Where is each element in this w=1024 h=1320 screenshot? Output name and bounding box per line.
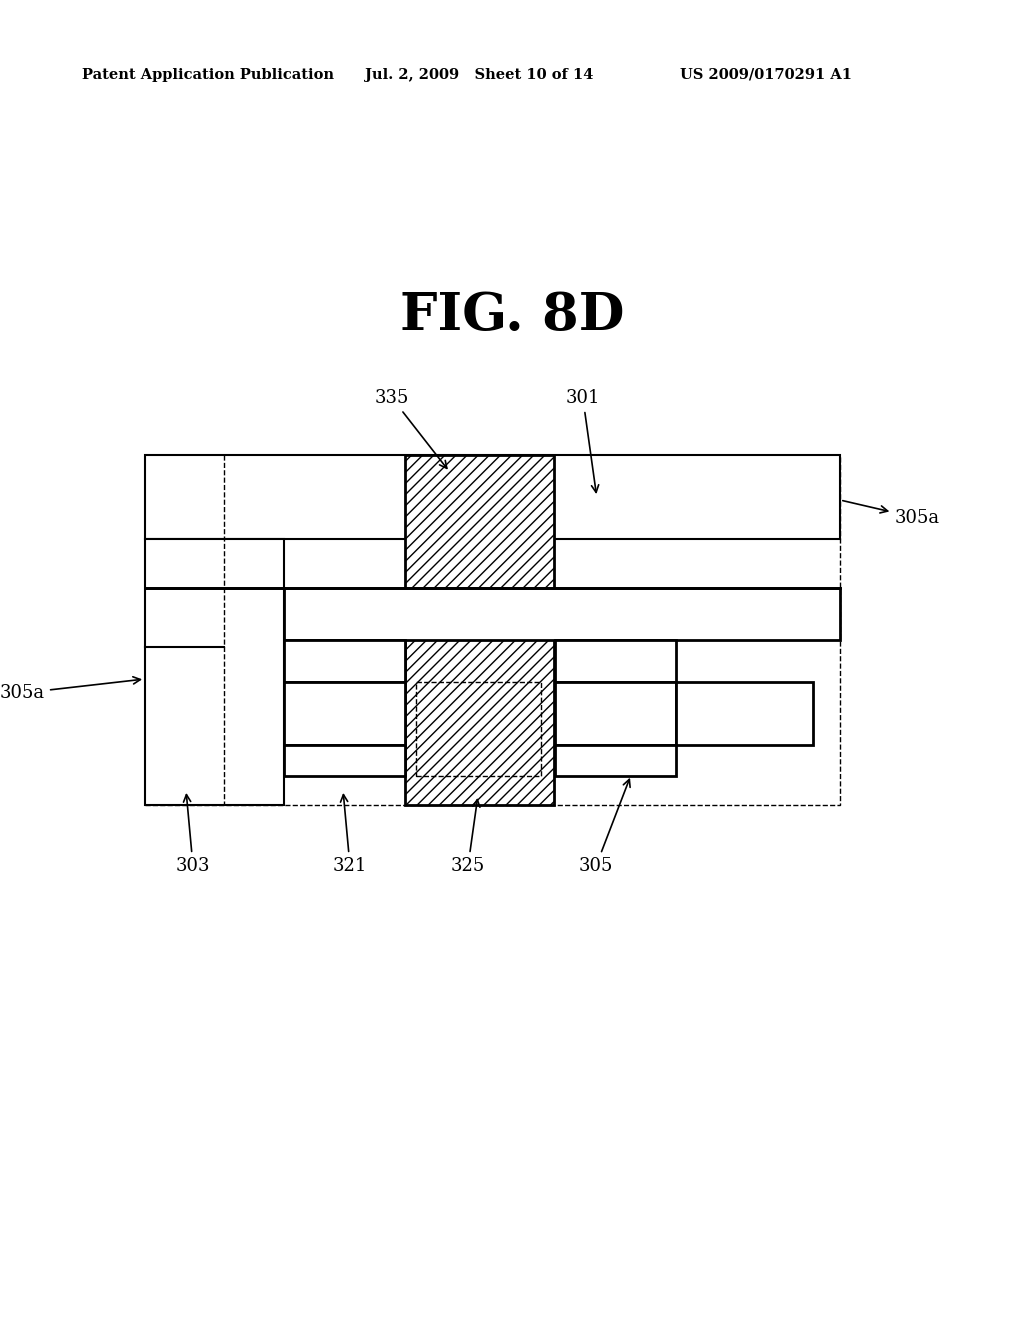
- Text: 305a: 305a: [0, 677, 140, 702]
- Bar: [145, 455, 840, 539]
- Text: 335: 335: [375, 389, 446, 469]
- Bar: [416, 682, 541, 776]
- Bar: [145, 539, 284, 805]
- Text: Patent Application Publication: Patent Application Publication: [82, 69, 334, 82]
- Bar: [145, 455, 840, 805]
- Text: 325: 325: [451, 800, 485, 875]
- Bar: [555, 682, 676, 744]
- Text: 321: 321: [333, 795, 368, 875]
- Bar: [555, 744, 676, 776]
- Bar: [406, 455, 554, 805]
- Bar: [284, 587, 840, 640]
- Bar: [555, 640, 676, 682]
- Text: Jul. 2, 2009   Sheet 10 of 14: Jul. 2, 2009 Sheet 10 of 14: [365, 69, 593, 82]
- Bar: [284, 640, 406, 682]
- Bar: [284, 744, 406, 776]
- Text: FIG. 8D: FIG. 8D: [399, 290, 625, 341]
- Text: 305: 305: [579, 779, 630, 875]
- Text: 303: 303: [176, 795, 210, 875]
- Text: 305a: 305a: [843, 500, 940, 527]
- Text: US 2009/0170291 A1: US 2009/0170291 A1: [680, 69, 852, 82]
- Bar: [676, 682, 813, 744]
- Bar: [284, 682, 406, 744]
- Text: 301: 301: [565, 389, 600, 492]
